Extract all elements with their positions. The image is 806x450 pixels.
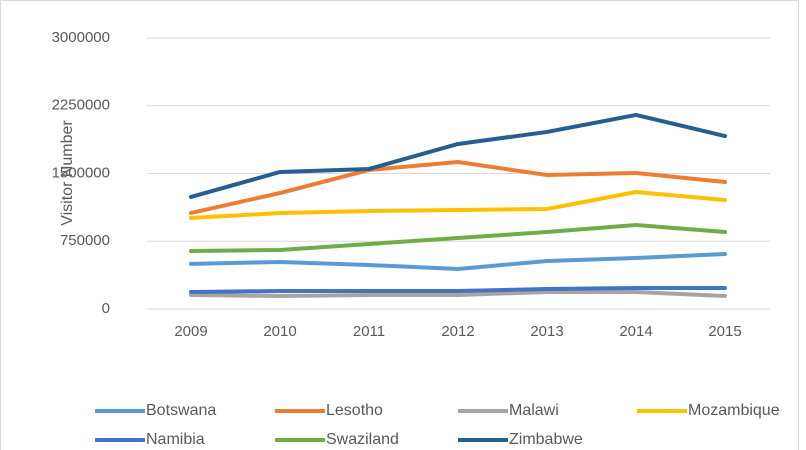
y-tick-label: 2250000 [52,97,110,114]
x-tick-label: 2013 [530,323,563,340]
series-line [189,112,727,199]
x-tick-label: 2011 [353,323,385,340]
y-tick-label: 3000000 [52,29,110,46]
series-line [189,160,727,215]
series-line [189,251,727,271]
y-tick-label: 1500000 [52,164,110,181]
y-tick-label: 0 [102,300,110,317]
y-axis-label: Visitor Number [59,120,76,226]
x-tick-label: 2012 [441,323,474,340]
x-tick-label: 2010 [263,323,296,340]
series-line [189,290,727,298]
legend-label: Botswana [146,402,216,419]
legend-label: Swaziland [326,431,399,448]
legend-label: Zimbabwe [509,431,583,448]
legend-label: Malawi [509,402,559,419]
x-tick-label: 2015 [708,323,741,340]
legend-label: Mozambique [688,402,780,419]
series-line [189,286,727,295]
series-line [189,222,727,254]
legend-label: Lesotho [326,402,383,419]
x-tick-label: 2009 [174,323,207,340]
y-tick-label: 750000 [60,232,110,249]
x-tick-label: 2014 [619,323,652,340]
legend-label: Namibia [146,431,205,448]
series-line [189,190,727,221]
